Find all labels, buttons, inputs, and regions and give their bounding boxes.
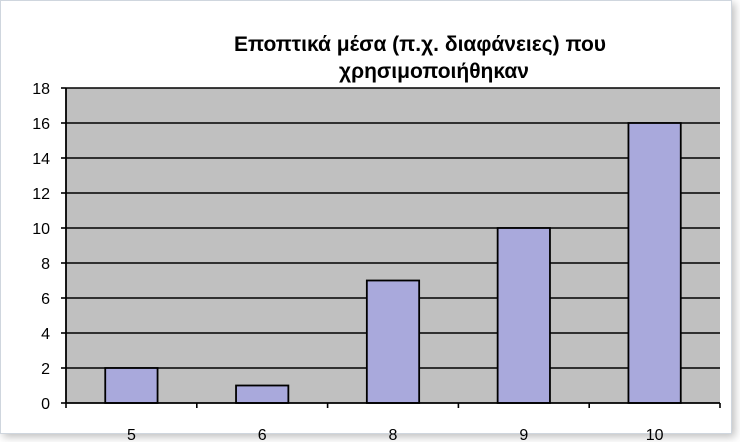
bar-9 <box>496 227 551 404</box>
x-axis-tick-labels: 5 6 8 9 10 <box>127 427 664 442</box>
x-tick-label: 10 <box>646 427 664 442</box>
x-tick-label: 9 <box>519 427 528 442</box>
y-axis-tick-labels: 0 2 4 6 8 10 12 14 16 18 <box>32 81 50 413</box>
bar-8 <box>365 279 421 404</box>
bar-10 <box>627 122 682 404</box>
x-tick-label: 5 <box>127 427 136 442</box>
y-tick-label: 12 <box>32 186 50 203</box>
y-tick-label: 2 <box>41 361 50 378</box>
y-tick-label: 6 <box>41 291 50 308</box>
x-tick-label: 6 <box>258 427 267 442</box>
y-tick-label: 4 <box>41 326 50 343</box>
y-tick-label: 8 <box>41 256 50 273</box>
bar-6 <box>235 384 290 404</box>
bars <box>104 122 682 404</box>
bar-5 <box>104 367 159 404</box>
chart-title-line-2: χρησιμοποιήθηκαν <box>339 60 529 83</box>
y-tick-label: 18 <box>32 81 50 98</box>
chart-title-line-1: Εποπτικά μέσα (π.χ. διαφάνειες) που <box>234 33 606 56</box>
y-tick-label: 14 <box>32 151 50 168</box>
y-tick-label: 0 <box>41 396 50 413</box>
x-tick-label: 8 <box>389 427 398 442</box>
y-tick-label: 10 <box>32 221 50 238</box>
chart-title: Εποπτικά μέσα (π.χ. διαφάνειες) που χρησ… <box>234 33 606 83</box>
axes <box>61 87 721 408</box>
y-tick-label: 16 <box>32 116 50 133</box>
